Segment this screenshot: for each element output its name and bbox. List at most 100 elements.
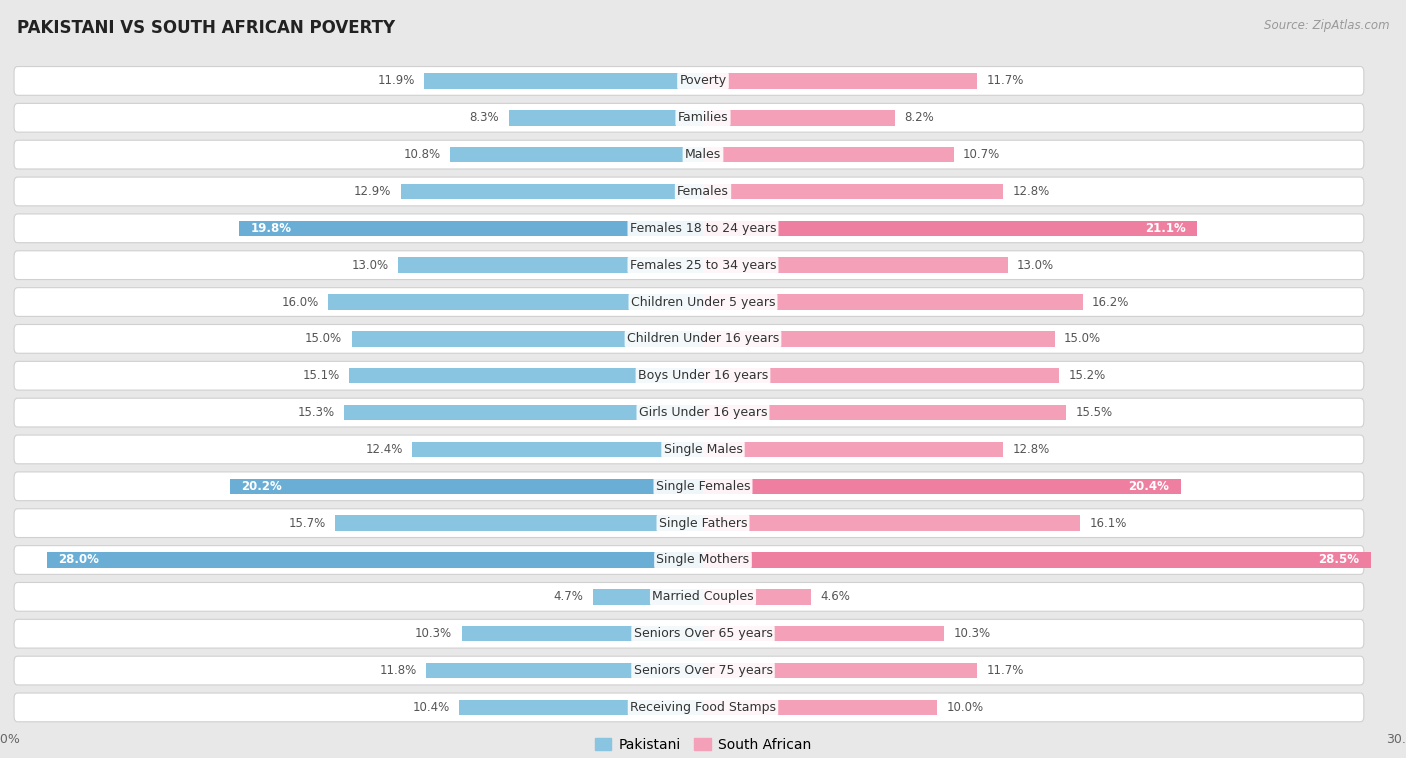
FancyBboxPatch shape	[14, 177, 1364, 206]
FancyBboxPatch shape	[14, 251, 1364, 280]
Bar	[509, 110, 703, 126]
Bar	[229, 478, 703, 494]
Bar	[703, 147, 953, 162]
Text: Single Males: Single Males	[664, 443, 742, 456]
FancyBboxPatch shape	[14, 693, 1364, 722]
Text: 12.8%: 12.8%	[1012, 443, 1049, 456]
Text: Boys Under 16 years: Boys Under 16 years	[638, 369, 768, 382]
Bar	[703, 258, 1008, 273]
Bar	[703, 442, 1002, 457]
Bar	[239, 221, 703, 236]
Bar	[703, 478, 1181, 494]
Text: 21.1%: 21.1%	[1144, 222, 1185, 235]
FancyBboxPatch shape	[14, 362, 1364, 390]
Bar	[398, 258, 703, 273]
Text: Single Mothers: Single Mothers	[657, 553, 749, 566]
Bar	[703, 110, 896, 126]
Text: Single Fathers: Single Fathers	[659, 517, 747, 530]
Text: 15.0%: 15.0%	[1064, 332, 1101, 346]
Text: 15.5%: 15.5%	[1076, 406, 1112, 419]
FancyBboxPatch shape	[14, 619, 1364, 648]
Text: 28.0%: 28.0%	[59, 553, 100, 566]
FancyBboxPatch shape	[14, 103, 1364, 132]
FancyBboxPatch shape	[14, 67, 1364, 96]
Text: 15.2%: 15.2%	[1069, 369, 1105, 382]
Text: 20.2%: 20.2%	[242, 480, 283, 493]
Bar	[703, 331, 1054, 346]
FancyBboxPatch shape	[14, 546, 1364, 575]
Bar	[703, 662, 977, 678]
Text: 15.3%: 15.3%	[298, 406, 335, 419]
Bar	[703, 405, 1066, 421]
Bar	[349, 368, 703, 384]
Text: 16.2%: 16.2%	[1092, 296, 1129, 309]
Text: 19.8%: 19.8%	[250, 222, 291, 235]
Text: Source: ZipAtlas.com: Source: ZipAtlas.com	[1264, 19, 1389, 32]
Bar	[703, 294, 1083, 310]
Bar	[703, 626, 945, 641]
FancyBboxPatch shape	[14, 435, 1364, 464]
Text: Girls Under 16 years: Girls Under 16 years	[638, 406, 768, 419]
Text: 11.7%: 11.7%	[987, 74, 1024, 87]
Text: PAKISTANI VS SOUTH AFRICAN POVERTY: PAKISTANI VS SOUTH AFRICAN POVERTY	[17, 19, 395, 37]
Text: Poverty: Poverty	[679, 74, 727, 87]
Text: Families: Families	[678, 111, 728, 124]
Bar	[703, 74, 977, 89]
Bar	[335, 515, 703, 531]
FancyBboxPatch shape	[14, 214, 1364, 243]
Text: 10.3%: 10.3%	[953, 627, 991, 641]
Text: 10.3%: 10.3%	[415, 627, 453, 641]
Bar	[425, 74, 703, 89]
Text: 8.3%: 8.3%	[470, 111, 499, 124]
Text: 11.9%: 11.9%	[377, 74, 415, 87]
FancyBboxPatch shape	[14, 472, 1364, 501]
Text: 15.1%: 15.1%	[302, 369, 340, 382]
Bar	[46, 553, 703, 568]
FancyBboxPatch shape	[14, 509, 1364, 537]
FancyBboxPatch shape	[14, 140, 1364, 169]
Text: 10.7%: 10.7%	[963, 148, 1000, 161]
Text: Females 18 to 24 years: Females 18 to 24 years	[630, 222, 776, 235]
Text: Single Females: Single Females	[655, 480, 751, 493]
Text: 10.4%: 10.4%	[413, 701, 450, 714]
Text: 13.0%: 13.0%	[1017, 258, 1054, 271]
Text: Children Under 5 years: Children Under 5 years	[631, 296, 775, 309]
FancyBboxPatch shape	[14, 656, 1364, 685]
FancyBboxPatch shape	[14, 287, 1364, 316]
Text: 11.7%: 11.7%	[987, 664, 1024, 677]
Text: 13.0%: 13.0%	[352, 258, 389, 271]
Text: Females 25 to 34 years: Females 25 to 34 years	[630, 258, 776, 271]
Text: Children Under 16 years: Children Under 16 years	[627, 332, 779, 346]
Text: 10.0%: 10.0%	[946, 701, 984, 714]
Text: Receiving Food Stamps: Receiving Food Stamps	[630, 701, 776, 714]
Bar	[703, 700, 938, 715]
Text: 10.8%: 10.8%	[404, 148, 440, 161]
Bar	[460, 700, 703, 715]
Text: 12.9%: 12.9%	[354, 185, 391, 198]
Text: 11.8%: 11.8%	[380, 664, 418, 677]
Text: 16.0%: 16.0%	[281, 296, 319, 309]
Bar	[703, 221, 1198, 236]
Bar	[703, 589, 811, 605]
Bar	[703, 553, 1371, 568]
Text: 15.7%: 15.7%	[288, 517, 326, 530]
Text: 12.4%: 12.4%	[366, 443, 404, 456]
Text: 15.0%: 15.0%	[305, 332, 342, 346]
Text: 8.2%: 8.2%	[904, 111, 934, 124]
Text: 16.1%: 16.1%	[1090, 517, 1128, 530]
Bar	[401, 183, 703, 199]
Bar	[426, 662, 703, 678]
Text: 4.7%: 4.7%	[554, 590, 583, 603]
Bar	[412, 442, 703, 457]
FancyBboxPatch shape	[14, 324, 1364, 353]
Text: Males: Males	[685, 148, 721, 161]
Text: 20.4%: 20.4%	[1129, 480, 1170, 493]
FancyBboxPatch shape	[14, 398, 1364, 427]
Bar	[703, 183, 1002, 199]
Bar	[352, 331, 703, 346]
Text: 28.5%: 28.5%	[1319, 553, 1360, 566]
Bar	[461, 626, 703, 641]
Text: Seniors Over 75 years: Seniors Over 75 years	[634, 664, 772, 677]
Bar	[344, 405, 703, 421]
Legend: Pakistani, South African: Pakistani, South African	[589, 732, 817, 757]
